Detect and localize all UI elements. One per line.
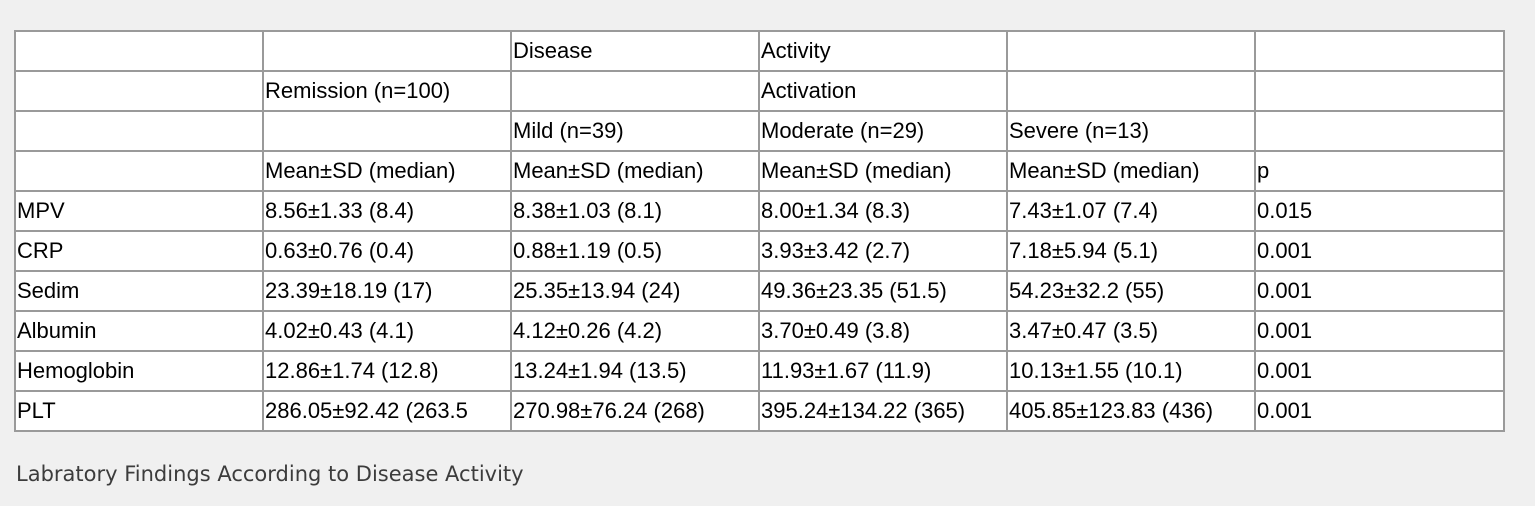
header-cell (14, 110, 264, 152)
header-row: Disease Activity (14, 30, 1505, 72)
table-cell: 8.56±1.33 (8.4) (262, 190, 512, 232)
header-cell (14, 70, 264, 112)
header-cell (1006, 70, 1256, 112)
table-row: CRP 0.63±0.76 (0.4) 0.88±1.19 (0.5) 3.93±3.… (14, 230, 1505, 272)
table-row: PLT 286.05±92.42 (263.5 270.98±76.24 (268)… (14, 390, 1505, 432)
table-cell: 8.38±1.03 (8.1) (510, 190, 760, 232)
table-cell: 286.05±92.42 (263.5 (262, 390, 512, 432)
header-cell (14, 150, 264, 192)
table-row: MPV 8.56±1.33 (8.4) 8.38±1.03 (8.1) 8.00±1.… (14, 190, 1505, 232)
table-cell: 11.93±1.67 (11.9) (758, 350, 1008, 392)
header-cell (1254, 30, 1505, 72)
table-cell: 395.24±134.22 (365) (758, 390, 1008, 432)
table-cell: 0.015 (1254, 190, 1505, 232)
header-cell: Mean±SD (median) (262, 150, 512, 192)
table-cell: 54.23±32.2 (55) (1006, 270, 1256, 312)
table-frame: Disease Activity Remission (n=100) Activati… (14, 30, 1505, 432)
table-cell: 0.88±1.19 (0.5) (510, 230, 760, 272)
header-cell: Mean±SD (median) (510, 150, 760, 192)
header-cell: Activity (758, 30, 1008, 72)
table-cell: 10.13±1.55 (10.1) (1006, 350, 1256, 392)
table-cell: 8.00±1.34 (8.3) (758, 190, 1008, 232)
row-label-cell: MPV (14, 190, 264, 232)
header-row: Mild (n=39) Moderate (n=29) Severe (n=13) (14, 110, 1505, 152)
header-cell (14, 30, 264, 72)
table-cell: 49.36±23.35 (51.5) (758, 270, 1008, 312)
header-cell: Remission (n=100) (262, 70, 512, 112)
header-cell: Disease (510, 30, 760, 72)
table-cell: 0.001 (1254, 230, 1505, 272)
table-caption: Labratory Findings According to Disease … (16, 462, 524, 486)
table-cell: 270.98±76.24 (268) (510, 390, 760, 432)
row-label-cell: Albumin (14, 310, 264, 352)
table-cell: 4.12±0.26 (4.2) (510, 310, 760, 352)
table-cell: 13.24±1.94 (13.5) (510, 350, 760, 392)
table-cell: 0.001 (1254, 310, 1505, 352)
table-cell: 0.001 (1254, 270, 1505, 312)
header-cell: Activation (758, 70, 1008, 112)
table-row: Albumin 4.02±0.43 (4.1) 4.12±0.26 (4.2) 3.7… (14, 310, 1505, 352)
table-cell: 3.93±3.42 (2.7) (758, 230, 1008, 272)
header-cell: Moderate (n=29) (758, 110, 1008, 152)
table-cell: 3.47±0.47 (3.5) (1006, 310, 1256, 352)
table-cell: 23.39±18.19 (17) (262, 270, 512, 312)
header-cell: Mean±SD (median) (1006, 150, 1256, 192)
p-value-header: p (1254, 150, 1505, 192)
row-label-cell: CRP (14, 230, 264, 272)
header-cell: Mild (n=39) (510, 110, 760, 152)
header-cell (1006, 30, 1256, 72)
table-cell: 7.18±5.94 (5.1) (1006, 230, 1256, 272)
header-row: Remission (n=100) Activation (14, 70, 1505, 112)
table-cell: 25.35±13.94 (24) (510, 270, 760, 312)
table-cell: 7.43±1.07 (7.4) (1006, 190, 1256, 232)
header-cell (1254, 70, 1505, 112)
table-cell: 0.001 (1254, 390, 1505, 432)
row-label-cell: Hemoglobin (14, 350, 264, 392)
table-cell: 0.63±0.76 (0.4) (262, 230, 512, 272)
table-cell: 0.001 (1254, 350, 1505, 392)
header-cell (262, 110, 512, 152)
table-cell: 3.70±0.49 (3.8) (758, 310, 1008, 352)
row-label-cell: PLT (14, 390, 264, 432)
table-row: Hemoglobin 12.86±1.74 (12.8) 13.24±1.94 (1… (14, 350, 1505, 392)
header-cell: Mean±SD (median) (758, 150, 1008, 192)
header-cell (262, 30, 512, 72)
header-cell: Severe (n=13) (1006, 110, 1256, 152)
table-cell: 4.02±0.43 (4.1) (262, 310, 512, 352)
table-row: Sedim 23.39±18.19 (17) 25.35±13.94 (24) 49.… (14, 270, 1505, 312)
header-cell (510, 70, 760, 112)
header-cell (1254, 110, 1505, 152)
table-cell: 12.86±1.74 (12.8) (262, 350, 512, 392)
header-row: Mean±SD (median) Mean±SD (median) Mean±SD … (14, 150, 1505, 192)
table-cell: 405.85±123.83 (436) (1006, 390, 1256, 432)
lab-findings-table: Disease Activity Remission (n=100) Activati… (14, 30, 1505, 432)
row-label-cell: Sedim (14, 270, 264, 312)
